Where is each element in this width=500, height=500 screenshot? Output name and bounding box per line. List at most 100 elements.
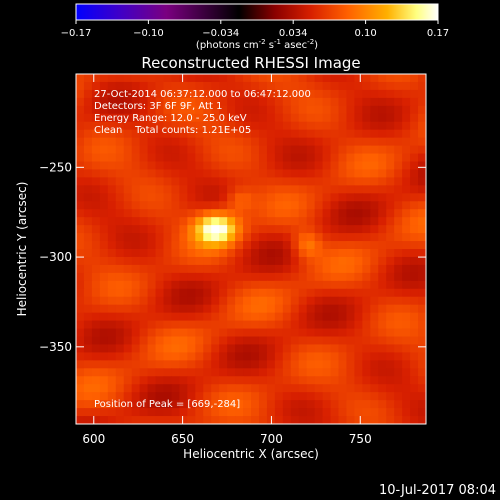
- heatmap-cell: [195, 368, 204, 377]
- heatmap-cell: [266, 137, 276, 147]
- heatmap-cell: [115, 121, 125, 131]
- heatmap-cell: [115, 296, 125, 306]
- heatmap-cell: [171, 74, 180, 83]
- heatmap-cell: [418, 304, 426, 314]
- heatmap-cell: [354, 249, 363, 258]
- heatmap-cell: [171, 185, 180, 194]
- heatmap-cell: [330, 320, 340, 330]
- heatmap-cell: [171, 241, 180, 250]
- heatmap-cell: [171, 145, 180, 155]
- heatmap-cell: [298, 376, 308, 385]
- heatmap-cell: [147, 225, 157, 234]
- heatmap-cell: [410, 384, 419, 393]
- heatmap-cell: [394, 137, 403, 147]
- heatmap-cell: [314, 225, 324, 234]
- heatmap-cell: [346, 74, 355, 83]
- heatmap-cell: [251, 328, 260, 338]
- heatmap-cell: [418, 344, 426, 353]
- heatmap-cell: [251, 185, 260, 194]
- heatmap-cell: [402, 376, 411, 385]
- heatmap-cell: [203, 296, 212, 306]
- heatmap-cell: [76, 384, 85, 393]
- heatmap-cell: [322, 241, 332, 250]
- heatmap-cell: [227, 320, 236, 330]
- heatmap-cell: [378, 280, 387, 290]
- heatmap-cell: [298, 249, 308, 258]
- heatmap-cell: [107, 233, 117, 242]
- heatmap-cell: [227, 105, 236, 115]
- heatmap-cell: [235, 153, 244, 163]
- heatmap-cell: [91, 280, 101, 290]
- heatmap-cell: [298, 296, 308, 306]
- heatmap-cell: [107, 97, 117, 107]
- heatmap-cell: [91, 320, 101, 330]
- heatmap-cell: [76, 296, 85, 306]
- heatmap-cell: [394, 288, 403, 298]
- heatmap-cell: [155, 296, 165, 306]
- heatmap-cell: [251, 209, 260, 218]
- heatmap-cell: [179, 81, 188, 91]
- heatmap-cell: [99, 97, 109, 107]
- heatmap-cell: [362, 280, 371, 290]
- heatmap-cell: [322, 225, 332, 234]
- heatmap-cell: [298, 408, 308, 417]
- heatmap-cell: [123, 145, 133, 155]
- heatmap-cell: [386, 352, 395, 361]
- heatmap-cell: [258, 241, 268, 250]
- heatmap-cell: [346, 400, 355, 409]
- heatmap-cell: [251, 89, 260, 99]
- heatmap-cell: [123, 129, 133, 139]
- heatmap-cell: [290, 376, 300, 385]
- heatmap-cell: [147, 153, 157, 163]
- heatmap-cell: [123, 97, 133, 107]
- heatmap-cell: [195, 89, 204, 99]
- heatmap-cell: [99, 233, 109, 242]
- heatmap-cell: [163, 264, 173, 274]
- heatmap-cell: [306, 209, 316, 218]
- heatmap-cell: [394, 81, 403, 91]
- heatmap-cell: [386, 400, 395, 409]
- heatmap-cell: [171, 288, 180, 298]
- heatmap-cell: [147, 384, 157, 393]
- heatmap-cell: [107, 185, 117, 194]
- heatmap-cell: [322, 328, 332, 338]
- heatmap-cell: [330, 233, 340, 242]
- heatmap-cell: [155, 105, 165, 115]
- heatmap-cell: [418, 408, 426, 417]
- colorbar-ticks: −0.17 −0.10 −0.034 0.034 0.10 0.17: [61, 20, 449, 39]
- heatmap-cell: [338, 249, 348, 258]
- heatmap-cell: [243, 145, 252, 155]
- heatmap-cell: [91, 408, 101, 417]
- heatmap-cell: [123, 272, 133, 282]
- heatmap-cell: [227, 89, 236, 99]
- heatmap-cell: [298, 89, 308, 99]
- heatmap-cell: [163, 416, 173, 424]
- heatmap-cell: [314, 312, 324, 322]
- heatmap-cell: [219, 400, 228, 409]
- heatmap-cell: [115, 336, 125, 346]
- heatmap-cell: [378, 352, 387, 361]
- heatmap-cell: [147, 121, 157, 131]
- heatmap-cell: [83, 249, 93, 258]
- heatmap-cell: [99, 185, 109, 194]
- heatmap-cell: [171, 408, 180, 417]
- heatmap-cell: [227, 272, 236, 282]
- heatmap-cell: [163, 280, 173, 290]
- heatmap-cell: [354, 137, 363, 147]
- heatmap-cell: [155, 241, 165, 250]
- heatmap-cell: [83, 416, 93, 424]
- heatmap-cell: [163, 376, 173, 385]
- heatmap-cell: [370, 209, 379, 218]
- heatmap-cell: [171, 304, 180, 314]
- heatmap-cell: [418, 81, 426, 91]
- heatmap-cell: [274, 400, 284, 409]
- heatmap-cell: [394, 264, 403, 274]
- heatmap-cell: [179, 360, 188, 369]
- heatmap-cell: [338, 320, 348, 330]
- heatmap-cell: [394, 161, 403, 171]
- heatmap-cell: [330, 400, 340, 409]
- heatmap-cell: [330, 74, 340, 83]
- heatmap-cell: [139, 320, 149, 330]
- heatmap-cell: [354, 241, 363, 250]
- heatmap-cell: [330, 264, 340, 274]
